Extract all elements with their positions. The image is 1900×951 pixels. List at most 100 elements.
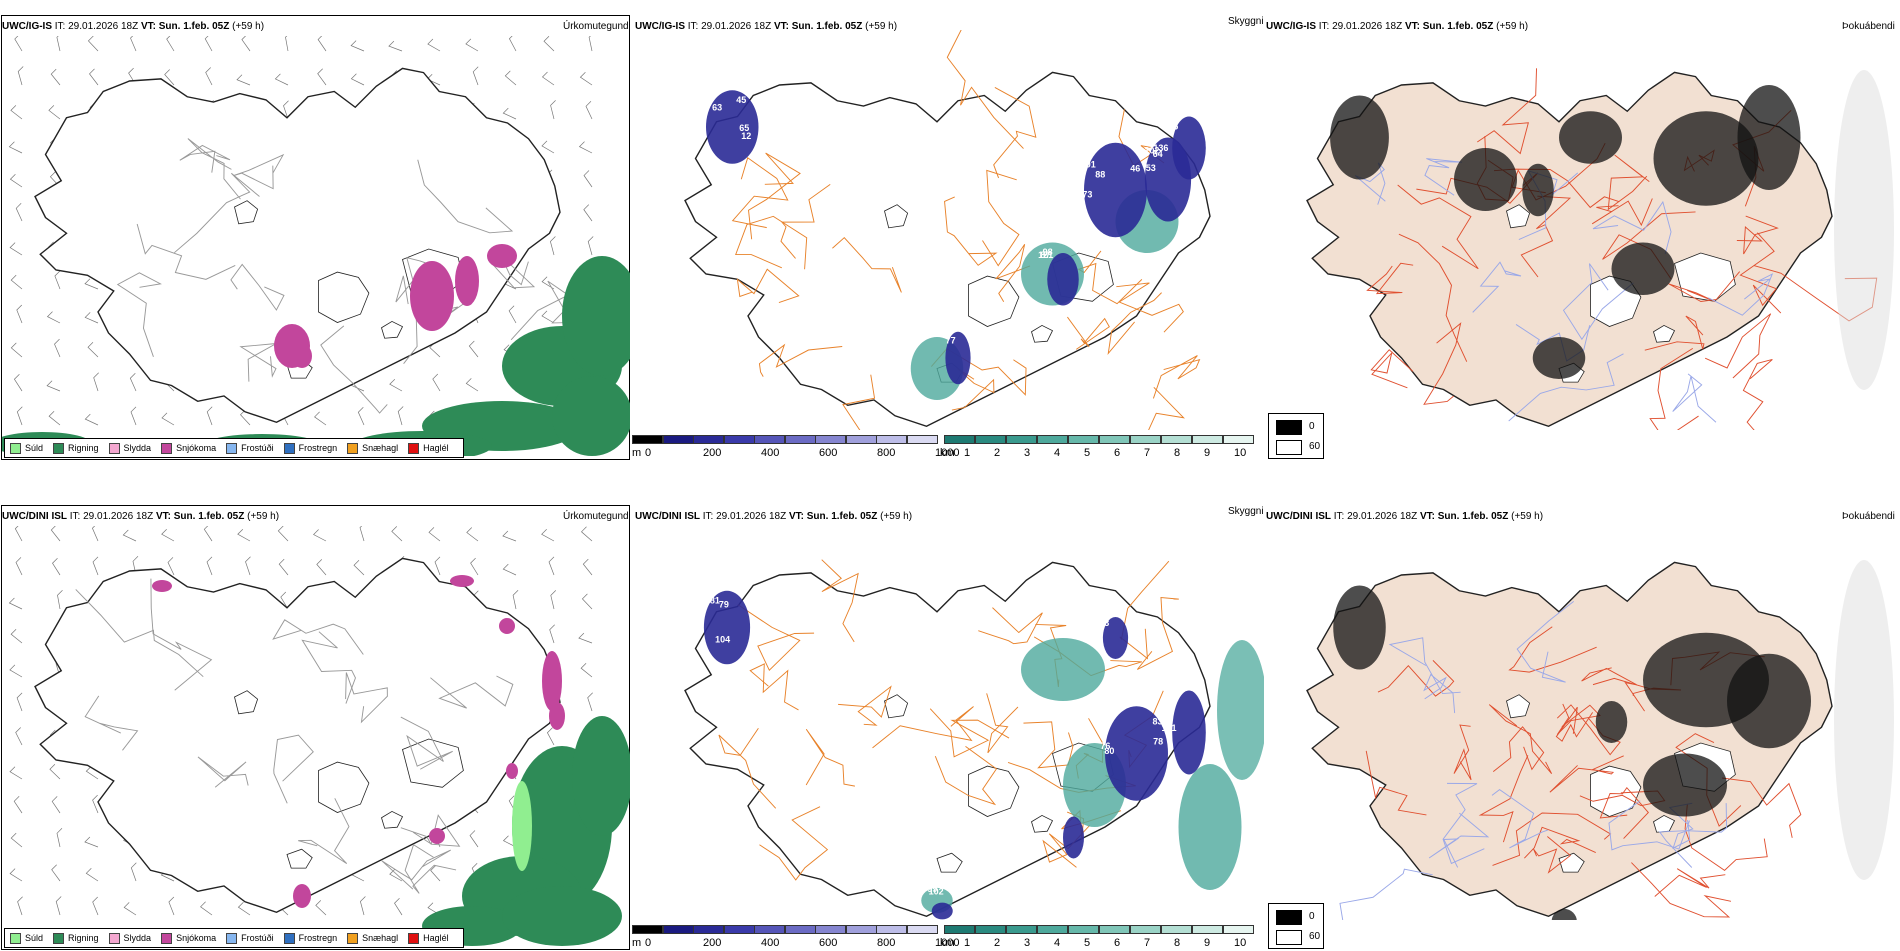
road-line: [1644, 315, 1705, 351]
model-name: UWC/DINI ISL: [1266, 511, 1331, 522]
wind-barb: [236, 74, 251, 86]
colorbar-tick: 1: [964, 447, 971, 459]
legend-label: Haglél: [423, 933, 449, 943]
road-line: [1516, 600, 1574, 683]
snow-area: [487, 244, 517, 268]
wind-barb: [166, 36, 175, 52]
glacier-outline: [1590, 765, 1642, 817]
wind-barb: [578, 141, 593, 154]
wind-barb: [130, 406, 137, 426]
field-patch: [1047, 252, 1079, 306]
legend-label: Rigning: [68, 443, 99, 453]
fog-patch: [1330, 95, 1389, 180]
colorbar-segment: [723, 435, 755, 444]
wind-barb: [237, 528, 251, 542]
wind-barb: [283, 100, 289, 120]
wind-barb: [10, 628, 23, 644]
precip-type-map: [2, 36, 630, 456]
ceiling-value-label: 76: [1100, 741, 1110, 751]
panel-header: UWC/IG-IS IT: 29.01.2026 18Z VT: Sun. 1.…: [1266, 21, 1528, 32]
legend-swatch: [283, 932, 295, 944]
colorbar-tick: 400: [761, 447, 780, 459]
fog-legend-swatch: [1276, 420, 1302, 435]
glacier-outline: [286, 848, 313, 869]
wind-barb: [549, 624, 555, 644]
road-line: [821, 559, 859, 643]
colorbar-tick: 5: [1084, 937, 1091, 949]
road-line: [1520, 195, 1572, 278]
colorbar-segment: [1161, 925, 1192, 934]
it-value: 29.01.2026 18Z: [1332, 21, 1403, 32]
colorbar-tick: 8: [1174, 937, 1181, 949]
wind-barb: [9, 173, 23, 188]
snow-area: [293, 884, 311, 908]
field-patch: [706, 90, 759, 164]
fog-patch: [1737, 85, 1801, 190]
colorbar-segment: [632, 435, 663, 444]
road-line: [934, 746, 998, 806]
road-line: [1118, 109, 1165, 167]
glacier-outline: [1506, 694, 1531, 719]
lead-time: (+59 h): [1511, 511, 1544, 522]
road-line: [978, 607, 1043, 645]
road-line: [84, 695, 139, 751]
wind-barb: [550, 100, 556, 120]
road-line: [75, 589, 204, 678]
precip-type-panel: UWC/IG-IS IT: 29.01.2026 18Z VT: Sun. 1.…: [0, 0, 632, 460]
legend-item: Frostregn: [283, 442, 337, 454]
road-line: [718, 727, 777, 809]
wind-barb: [56, 36, 61, 52]
road-line: [1742, 359, 1773, 430]
wind-barb: [350, 73, 365, 86]
wind-barb: [317, 68, 327, 86]
colorbar-tick: 2: [994, 937, 1001, 949]
colorbar-segment: [784, 435, 816, 444]
wind-barb: [84, 312, 99, 324]
wind-barb: [313, 529, 327, 542]
fog-panel: UWC/DINI ISL IT: 29.01.2026 18Z VT: Sun.…: [1264, 490, 1900, 950]
wind-barb: [167, 557, 175, 576]
field-patch: [945, 331, 971, 385]
fog-patch: [1333, 585, 1386, 670]
colorbar-segment: [876, 435, 907, 444]
ceiling-value-label: 12: [741, 131, 751, 141]
it-value: 29.01.2026 18Z: [716, 511, 787, 522]
road-line: [1608, 800, 1690, 851]
field-patch: [1021, 638, 1105, 701]
colorbar-segment: [1006, 925, 1037, 934]
vt-value: Sun. 1.feb. 05Z: [173, 511, 245, 522]
wind-barb: [122, 529, 137, 542]
wind-barb: [92, 896, 99, 916]
fog-patch: [1643, 753, 1727, 817]
ceiling-value-label: 102: [1144, 146, 1159, 156]
panel-header: UWC/DINI ISL IT: 29.01.2026 18Z VT: Sun.…: [635, 511, 912, 522]
colorbar-segment: [815, 925, 846, 934]
legend-label: Snjókoma: [176, 443, 217, 453]
colorbar-segment: [1130, 435, 1161, 444]
wind-barb: [14, 36, 23, 52]
road-line: [1148, 386, 1185, 430]
it-label: IT:: [1318, 21, 1330, 32]
road-line: [1136, 597, 1179, 670]
road-line: [301, 631, 356, 704]
fog-patch: [1727, 653, 1811, 749]
legend-swatch: [226, 932, 238, 944]
wind-barb: [57, 589, 63, 610]
fog-panel: UWC/IG-IS IT: 29.01.2026 18Z VT: Sun. 1.…: [1264, 0, 1900, 460]
ceiling-value-label: 99: [927, 884, 937, 894]
wind-barb: [430, 865, 441, 882]
colorbar-segment: [876, 925, 907, 934]
wind-barb: [274, 73, 289, 86]
wind-barb: [546, 727, 555, 746]
road-line: [1023, 721, 1074, 769]
wind-barb: [397, 406, 404, 426]
road-line: [758, 343, 843, 377]
wind-barb: [428, 527, 441, 542]
snow-area: [455, 256, 479, 306]
road-line: [1704, 313, 1772, 379]
fog-patch: [1559, 111, 1622, 164]
wind-barb: [16, 406, 23, 426]
wind-barb: [85, 765, 99, 780]
vt-label: VT:: [1419, 511, 1435, 522]
ceiling-value-label: 102: [929, 887, 944, 897]
